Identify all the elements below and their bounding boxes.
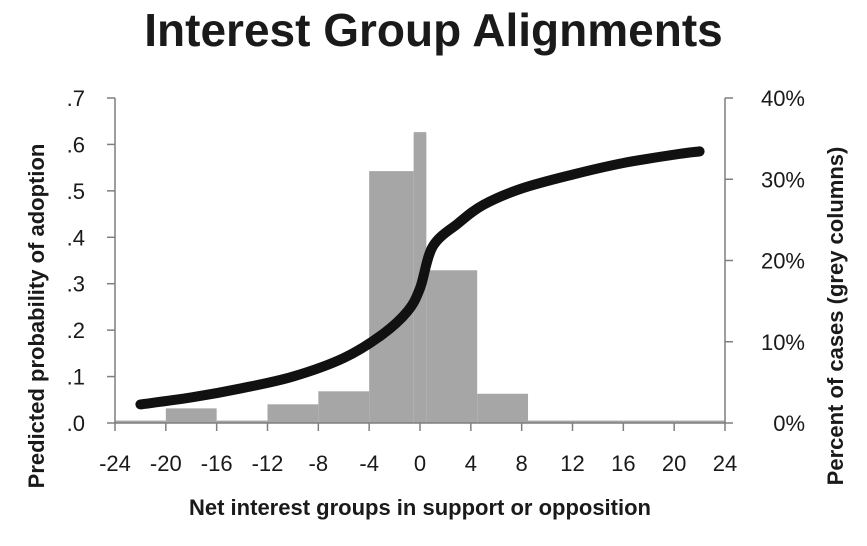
x-tick-label: 16 [611,451,635,476]
x-tick-label: 12 [560,451,584,476]
histogram-bar-1 [165,408,217,423]
x-tick-label: -24 [99,451,131,476]
histogram-layer [115,132,725,423]
right-y-tick-label: 20% [761,249,805,274]
histogram-bar-8 [477,393,529,423]
chart-title: Interest Group Alignments [144,4,723,56]
x-tick-label: 8 [516,451,528,476]
histogram-bar-2 [216,420,268,423]
left-y-tick-label: .1 [67,365,85,390]
left-y-tick-label: .0 [67,411,85,436]
left-y-tick-label: .5 [67,179,85,204]
right-y-tick-label: 0% [773,411,805,436]
histogram-bar-3 [267,404,319,423]
left-y-tick-label: .6 [67,132,85,157]
x-tick-label: 20 [662,451,686,476]
left-y-axis-title: Predicted probability of adoption [24,144,49,489]
right-y-tick-label: 30% [761,167,805,192]
left-y-tick-label: .3 [67,272,85,297]
ticks-layer: -24 -20 -16 -12 -8 -4 0 4 8 12 16 20 24 .0 .1 .2 .3 .4 .5.… [67,86,805,476]
histogram-bar-7 [426,270,478,423]
right-y-tick-label: 40% [761,86,805,111]
histogram-bar-12 [674,420,725,423]
x-tick-label: -4 [359,451,379,476]
left-y-tick-label: .7 [67,86,85,111]
x-tick-label: -8 [309,451,329,476]
x-tick-label: 24 [713,451,737,476]
x-tick-label: -16 [201,451,233,476]
x-axis-title: Net interest groups in support or opposi… [189,495,651,520]
left-y-tick-label: .2 [67,318,85,343]
x-tick-label: -12 [252,451,284,476]
x-tick-label: -20 [150,451,182,476]
x-tick-label: 0 [414,451,426,476]
histogram-bar-0 [115,420,166,423]
probability-curve [135,146,705,410]
left-y-tick-label: .4 [67,225,85,250]
histogram-bar-4 [318,391,370,423]
x-tick-label: 4 [465,451,477,476]
right-y-tick-label: 10% [761,330,805,355]
right-y-axis-title: Percent of cases (grey columns) [823,147,848,486]
histogram-bar-9 [528,420,573,423]
histogram-bar-11 [623,420,675,423]
histogram-bar-10 [572,420,624,423]
probability-curve-layer [135,146,705,410]
histogram-bar-5 [369,171,414,423]
